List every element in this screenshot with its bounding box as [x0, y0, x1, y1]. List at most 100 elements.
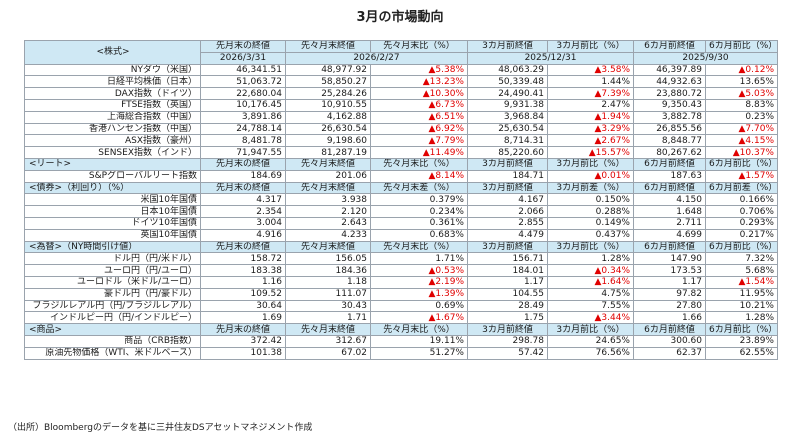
- cell-r6: ▲7.70%: [705, 122, 778, 136]
- cell-r3: 4.75%: [547, 287, 634, 301]
- cell-v3: 28.49: [467, 299, 548, 313]
- cell-r2: ▲1.67%: [370, 311, 468, 325]
- market-table: <株式> 先月末の終値 先々月末終値 先々月末比（%） 3カ月前終値 3カ月前比…: [24, 40, 778, 360]
- cell-v2: 4.233: [285, 228, 371, 242]
- cell-v3: 57.42: [467, 346, 548, 360]
- cell-r6: ▲4.15%: [705, 134, 778, 148]
- cell-v2: 111.07: [285, 287, 371, 301]
- cell-v6: 26,855.56: [633, 122, 706, 136]
- cell-v2: 184.36: [285, 264, 371, 277]
- cell-r2: 0.683%: [370, 228, 468, 242]
- reit-header-row: <リート> 先月末の終値 先々月末終値 先々月末比（%） 3カ月前終値 3カ月前比（%） 6…: [24, 157, 778, 171]
- table-row: 香港ハンセン指数（中国） 24,788.14 26,630.54 ▲6.92% 25,6…: [24, 122, 778, 136]
- col-header-fx-c4: 3カ月前終値: [467, 240, 548, 254]
- row-label: ドル円（円/米ドル）: [24, 252, 201, 266]
- col-header-reit-c2: 先々月末終値: [285, 157, 371, 171]
- cell-r3: ▲3.58%: [547, 63, 634, 77]
- row-label: 英国10年国債: [24, 228, 201, 242]
- row-label: 原油先物価格（WTI、米ドルベース）: [24, 346, 201, 360]
- cell-v1: 30.64: [200, 299, 286, 313]
- cell-r2: ▲10.30%: [370, 87, 468, 100]
- cell-v2: 48,977.92: [285, 63, 371, 77]
- table-row: ドイツ10年国債 3.004 2.643 0.361% 2.855 0.149% 2.711…: [24, 216, 778, 230]
- date-6m: 2025/9/30: [633, 51, 778, 65]
- cell-v6: 173.53: [633, 264, 706, 277]
- col-header-last-month: 先月末の終値: [200, 40, 286, 53]
- cell-v3: 2.855: [467, 216, 548, 230]
- cell-v6: 1.648: [633, 205, 706, 218]
- col-header-commodities-c5: 3カ月前比（%）: [547, 323, 634, 336]
- cell-v1: 24,788.14: [200, 122, 286, 136]
- col-header-commodities-c3: 先々月末比（%）: [370, 323, 468, 336]
- col-header-reit-c1: 先月末の終値: [200, 157, 286, 171]
- cell-r6: 11.95%: [705, 287, 778, 301]
- table-row: 上海総合指数（中国） 3,891.86 4,162.88 ▲6.51% 3,968.84…: [24, 110, 778, 124]
- col-header-bonds-c5: 3カ月前差（%）: [547, 181, 634, 195]
- cell-v1: 183.38: [200, 264, 286, 277]
- cell-r3: 0.437%: [547, 228, 634, 242]
- section-label-bonds: <債券>（利回り）（%）: [24, 181, 201, 195]
- cell-v1: 1.16: [200, 275, 286, 289]
- section-label-stocks: <株式>: [24, 40, 201, 65]
- table-row: ドル円（円/米ドル） 158.72 156.05 1.71% 156.71 1.28% 14…: [24, 252, 778, 266]
- cell-v6: 300.60: [633, 334, 706, 348]
- table-row: DAX指数（ドイツ） 22,680.04 25,284.26 ▲10.30% 24,49…: [24, 87, 778, 100]
- col-header-prev-month-ratio: 先々月末比（%）: [370, 40, 468, 53]
- cell-v1: 71,947.55: [200, 146, 286, 159]
- col-header-commodities-c1: 先月末の終値: [200, 323, 286, 336]
- table-row: ユーロドル（米ドル/ユーロ） 1.16 1.18 ▲2.19% 1.17 ▲1.64% 1.…: [24, 275, 778, 289]
- cell-r6: 8.83%: [705, 98, 778, 112]
- cell-r6: 0.293%: [705, 216, 778, 230]
- cell-r3: ▲7.39%: [547, 87, 634, 100]
- cell-v3: 8,714.31: [467, 134, 548, 148]
- cell-v1: 1.69: [200, 311, 286, 325]
- cell-r2: 19.11%: [370, 334, 468, 348]
- cell-v3: 50,339.48: [467, 75, 548, 89]
- row-label: FTSE指数（英国）: [24, 98, 201, 112]
- cell-r6: 0.706%: [705, 205, 778, 218]
- cell-v1: 184.69: [200, 169, 286, 183]
- row-label: ユーロ円（円/ユーロ）: [24, 264, 201, 277]
- table-row: 豪ドル円（円/豪ドル） 109.52 111.07 ▲1.39% 104.55 4.75%…: [24, 287, 778, 301]
- col-header-fx-c6: 6カ月前終値: [633, 240, 706, 254]
- section-label-fx: <為替>（NY時間引け値）: [24, 240, 201, 254]
- table-row: 日本10年国債 2.354 2.120 0.234% 2.066 0.288% 1.648 0…: [24, 205, 778, 218]
- col-header-bonds-c3: 先々月末差（%）: [370, 181, 468, 195]
- row-label: S&Pグローバルリート指数: [24, 169, 201, 183]
- cell-v3: 184.01: [467, 264, 548, 277]
- cell-v3: 2.066: [467, 205, 548, 218]
- cell-v1: 46,341.51: [200, 63, 286, 77]
- cell-v2: 26,630.54: [285, 122, 371, 136]
- cell-r3: ▲15.57%: [547, 146, 634, 159]
- cell-v1: 101.38: [200, 346, 286, 360]
- cell-v6: 3,882.78: [633, 110, 706, 124]
- cell-r2: ▲0.53%: [370, 264, 468, 277]
- table-row: インドルピー円（円/インドルピー） 1.69 1.71 ▲1.67% 1.75 ▲3.44…: [24, 311, 778, 325]
- cell-r2: ▲13.23%: [370, 75, 468, 89]
- cell-r6: 62.55%: [705, 346, 778, 360]
- col-header-bonds-c6: 6カ月前終値: [633, 181, 706, 195]
- cell-r3: ▲0.01%: [547, 169, 634, 183]
- cell-r6: 10.21%: [705, 299, 778, 313]
- cell-v1: 3,891.86: [200, 110, 286, 124]
- cell-r3: 2.47%: [547, 98, 634, 112]
- table-row: FTSE指数（英国） 10,176.45 10,910.55 ▲6.73% 9,931.…: [24, 98, 778, 112]
- cell-v3: 4.479: [467, 228, 548, 242]
- market-table-body: <株式> 先月末の終値 先々月末終値 先々月末比（%） 3カ月前終値 3カ月前比…: [24, 40, 778, 360]
- cell-r6: 23.89%: [705, 334, 778, 348]
- cell-v1: 4.317: [200, 193, 286, 207]
- cell-r3: ▲1.94%: [547, 110, 634, 124]
- cell-v1: 4.916: [200, 228, 286, 242]
- row-label: 上海総合指数（中国）: [24, 110, 201, 124]
- row-label: 香港ハンセン指数（中国）: [24, 122, 201, 136]
- cell-r6: ▲1.57%: [705, 169, 778, 183]
- date-3m: 2025/12/31: [467, 51, 634, 65]
- cell-v3: 85,220.60: [467, 146, 548, 159]
- cell-v6: 44,932.63: [633, 75, 706, 89]
- cell-v3: 25,630.54: [467, 122, 548, 136]
- date-last-month: 2026/3/31: [200, 51, 286, 65]
- row-label: インドルピー円（円/インドルピー）: [24, 311, 201, 325]
- row-label: 豪ドル円（円/豪ドル）: [24, 287, 201, 301]
- cell-v3: 48,063.29: [467, 63, 548, 77]
- row-label: 日本10年国債: [24, 205, 201, 218]
